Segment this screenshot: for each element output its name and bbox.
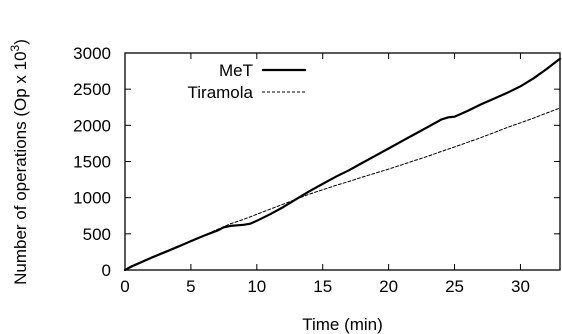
x-tick-label: 30	[511, 277, 530, 296]
plot-area-frame	[124, 52, 561, 271]
y-axis-label-end: )	[11, 39, 30, 45]
y-tick-label: 500	[83, 225, 111, 244]
y-tick-label: 2000	[73, 116, 111, 135]
legend-label-met: MeT	[219, 61, 253, 80]
y-axis-label: Number of operations (Op x 103)	[8, 39, 30, 285]
y-tick-label: 1500	[73, 153, 111, 172]
x-tick-label: 5	[186, 277, 195, 296]
x-tick-label: 20	[379, 277, 398, 296]
y-tick-label: 0	[102, 261, 111, 280]
x-axis-ticks: 0 5 10 15 20 25 30	[120, 53, 530, 296]
series-layer	[123, 57, 562, 272]
legend: MeT Tiramola	[188, 61, 306, 102]
series-line-met	[123, 57, 562, 272]
y-axis-label-main: Number of operations (Op x 10	[11, 51, 30, 284]
x-tick-label: 10	[247, 277, 266, 296]
x-tick-label: 25	[445, 277, 464, 296]
y-tick-label: 3000	[73, 44, 111, 63]
x-tick-label: 0	[120, 277, 129, 296]
x-tick-label: 15	[313, 277, 332, 296]
y-axis-ticks: 0 500 1000 1500 2000 2500 3000	[73, 44, 560, 280]
x-axis-label: Time (min)	[302, 315, 383, 334]
legend-label-tiramola: Tiramola	[188, 83, 254, 102]
y-axis-label-superscript: 3	[8, 44, 22, 51]
y-tick-label: 2500	[73, 80, 111, 99]
y-tick-label: 1000	[73, 189, 111, 208]
series-line-tiramola	[124, 107, 561, 271]
